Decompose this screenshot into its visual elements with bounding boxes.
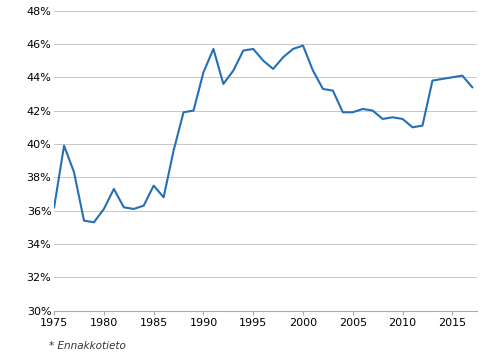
Text: * Ennakkotieto: * Ennakkotieto bbox=[49, 341, 126, 352]
